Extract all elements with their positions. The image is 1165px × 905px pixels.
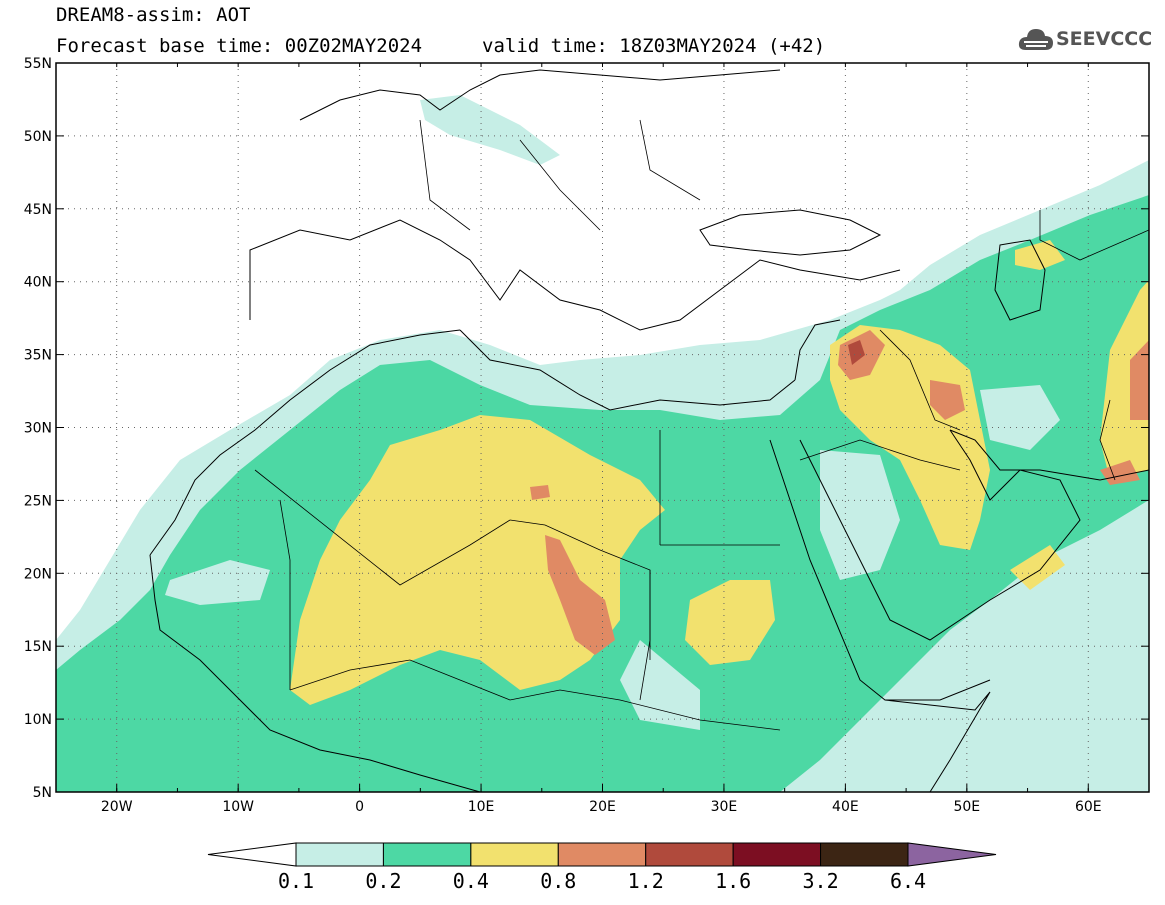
colorbar-label: 0.1 <box>278 869 314 893</box>
colorbar-under-triangle <box>207 842 297 867</box>
y-tick-label: 45N <box>24 202 52 218</box>
aot-band-0.1-europe <box>420 95 560 165</box>
y-tick-label: 35N <box>24 348 52 364</box>
border-algeria-south <box>254 469 511 586</box>
y-tick-label: 20N <box>24 566 52 582</box>
y-tick-label: 5N <box>33 785 52 801</box>
coastline-europe-north <box>299 69 781 121</box>
border-iran-iraq <box>879 329 961 431</box>
colorbar-over-triangle <box>907 842 997 867</box>
x-tick-label: 30E <box>711 799 738 815</box>
border-sahel <box>289 659 781 731</box>
border-europe-1 <box>419 119 471 231</box>
y-tick-label: 15N <box>24 639 52 655</box>
x-tick-label: 10E <box>468 799 495 815</box>
aot-band-0.1-hole4 <box>980 385 1060 450</box>
cloud-icon <box>1018 29 1053 50</box>
coastlines <box>149 69 1149 792</box>
border-kazakh <box>1039 210 1149 261</box>
x-tick-label: 50E <box>953 799 980 815</box>
border-saudi-north <box>799 439 961 471</box>
coastline-africa-w <box>149 554 481 792</box>
x-tick-label: 20E <box>589 799 616 815</box>
x-tick-label: 40E <box>832 799 859 815</box>
forecast-base-time: Forecast base time: 00Z02MAY2024 <box>56 35 423 57</box>
x-tick-label: 60E <box>1075 799 1102 815</box>
colorbar-box <box>557 842 647 867</box>
colorbar-label: 6.4 <box>890 869 926 893</box>
seevccc-logo: SEEVCCC <box>1018 22 1158 56</box>
aot-band-0.4-caspian <box>1015 240 1065 270</box>
coastline-med-south <box>459 329 796 411</box>
y-tick-label: 40N <box>24 275 52 291</box>
coastline-gulf <box>949 429 1149 481</box>
aot-band-0.4-mideast <box>830 325 990 550</box>
coastline-europe <box>249 219 901 331</box>
colorbar-box <box>645 842 734 867</box>
map-title: DREAM8-assim: AOT <box>56 4 251 26</box>
coastline-levant <box>794 319 841 381</box>
aot-band-0.1-hole2 <box>620 640 700 730</box>
aot-band-0.1-hole3 <box>820 450 900 580</box>
coastline-horn <box>884 691 991 792</box>
aot-band-0.8-chad <box>545 535 615 655</box>
colorbar-label: 1.2 <box>628 869 664 893</box>
valid-time: valid time: 18Z03MAY2024 (+42) <box>482 35 826 57</box>
coastline-africa-nw <box>149 329 461 556</box>
x-tick-label: 0 <box>355 799 364 815</box>
border-chad-sudan <box>639 570 651 701</box>
coastline-caspian <box>994 239 1046 321</box>
colorbar-label: 3.2 <box>803 869 839 893</box>
colorbar-label: 0.8 <box>540 869 576 893</box>
aot-band-0.4-east <box>1100 280 1149 480</box>
x-tick-label: 10W <box>222 799 254 815</box>
aot-band-0.8-gulf <box>930 380 965 420</box>
colorbar-label: 0.4 <box>453 869 489 893</box>
coastline-arabia <box>799 429 1081 641</box>
logo-text: SEEVCCC <box>1056 28 1153 50</box>
colorbar-label: 0.2 <box>365 869 401 893</box>
x-axis: 20W 10W 0 10E 20E 30E 40E 50E 60E <box>55 63 1150 815</box>
colorbar-box <box>820 842 909 867</box>
graticule <box>56 63 1149 792</box>
aot-band-1.2-iraq <box>848 340 865 365</box>
aot-band-0.8-east <box>1130 340 1149 420</box>
aot-field <box>56 63 1149 792</box>
colorbar-box <box>382 842 472 867</box>
colorbar-label: 1.6 <box>715 869 751 893</box>
border-europe-2 <box>519 139 601 231</box>
borders <box>254 119 1149 731</box>
border-mauritania-mali <box>279 499 291 690</box>
y-tick-label: 10N <box>24 712 52 728</box>
y-tick-label: 50N <box>24 129 52 145</box>
aot-band-0.4-sudan <box>685 580 775 665</box>
y-tick-label: 55N <box>24 56 52 72</box>
coastline-black-sea <box>699 209 882 256</box>
y-tick-label: 30N <box>24 421 52 437</box>
border-iran-east <box>1099 399 1116 481</box>
y-tick-label: 25N <box>24 493 52 509</box>
colorbar-box <box>295 842 384 867</box>
colorbar-box <box>732 842 822 867</box>
coastline-red-sea <box>769 439 991 701</box>
border-europe-3 <box>639 119 701 201</box>
aot-band-0.1-hole1 <box>165 560 270 605</box>
colorbar: 0.1 0.2 0.4 0.8 1.2 1.6 3.2 6.4 <box>207 842 997 893</box>
y-axis: 55N 50N 45N 40N 35N 30N 25N 20N 15N 10N 5N <box>24 56 1149 801</box>
colorbar-box <box>470 842 559 867</box>
x-tick-label: 20W <box>101 799 133 815</box>
aot-band-0.8-iran <box>1100 460 1140 485</box>
aot-band-0.4-sahara <box>290 415 665 705</box>
aot-band-0.8-libya <box>530 485 550 500</box>
